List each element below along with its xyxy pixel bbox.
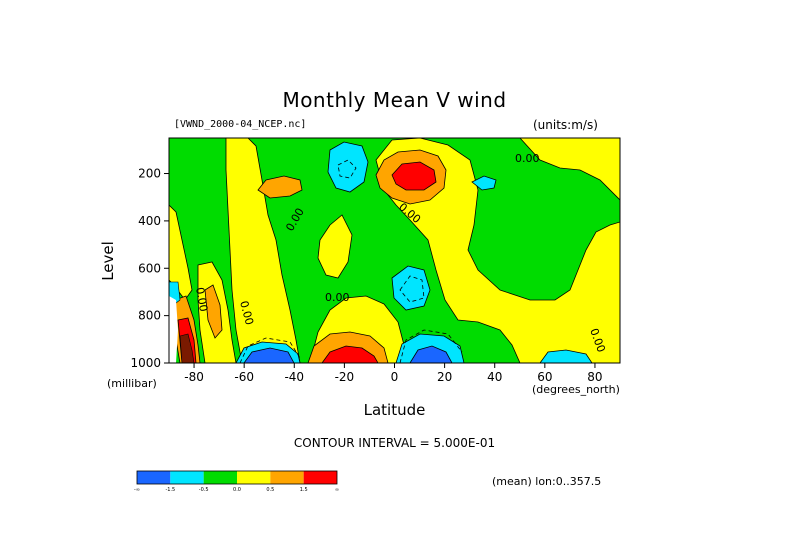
x-tick-label: 80 xyxy=(587,370,602,384)
x-tick-label: 60 xyxy=(537,370,552,384)
colorbar-swatch xyxy=(303,471,337,484)
colorbar-swatch xyxy=(170,471,204,484)
colorbar-tick-label: 0.0 xyxy=(233,487,241,493)
region-blue-low-north xyxy=(409,345,453,363)
colorbar-tick-label: 0.5 xyxy=(266,487,274,493)
colorbar-swatch xyxy=(137,471,171,484)
contour-label: 0.00 xyxy=(193,286,210,312)
region-white-missing xyxy=(169,296,178,363)
contour-label: 0.00 xyxy=(515,152,540,165)
colorbar-tick-label: -∞ xyxy=(134,487,140,493)
x-tick-label: -40 xyxy=(284,370,304,384)
x-tick-label: -60 xyxy=(234,370,254,384)
y-tick-label: 1000 xyxy=(130,356,161,370)
y-tick-label: 400 xyxy=(138,214,161,228)
contour-negative-upper-south xyxy=(337,159,357,179)
region-red-low-center xyxy=(321,345,379,363)
region-orange-upper-south xyxy=(257,175,303,199)
contour-label: 0.00 xyxy=(237,299,256,326)
x-tick-label: 20 xyxy=(437,370,452,384)
y-axis: 200 400 600 800 1000 xyxy=(130,167,169,370)
x-tick-label: -80 xyxy=(184,370,204,384)
colorbar-tick-label: -0.5 xyxy=(199,487,209,493)
region-yellow-northeast-top xyxy=(519,138,620,201)
region-darkred-southpole xyxy=(179,333,195,363)
region-yellow-south-column xyxy=(225,138,301,363)
y-tick-label: 200 xyxy=(138,167,161,181)
colorbar-tick-label: ∞ xyxy=(335,487,339,493)
x-tick-label: 0 xyxy=(391,370,399,384)
region-yellow-central-south xyxy=(317,214,353,279)
region-red-upper-north xyxy=(391,161,437,191)
x-axis: -80 -60 -40 -20 0 20 40 60 80 xyxy=(184,363,603,384)
contour-label: 0.00 xyxy=(325,291,350,304)
plot-area xyxy=(169,138,620,363)
colorbar-tick-label: -1.5 xyxy=(165,487,175,493)
x-axis-label: Latitude xyxy=(363,401,426,419)
colorbar-frame xyxy=(136,470,338,485)
colorbar-swatch xyxy=(203,471,237,484)
region-blue-low-south xyxy=(243,347,295,363)
x-tick-label: 40 xyxy=(487,370,502,384)
contour-interval-label: CONTOUR INTERVAL = 5.000E-01 xyxy=(293,436,496,450)
x-axis-unit: (degrees_north) xyxy=(532,383,620,396)
colorbar-tick-label: 1.5 xyxy=(300,487,308,493)
region-orange-lowlevel-south xyxy=(204,284,223,339)
colorbar: -∞ -1.5 -0.5 0.0 0.5 1.5 ∞ xyxy=(134,470,339,493)
colorbar-swatch xyxy=(237,471,271,484)
y-axis-unit: (millibar) xyxy=(107,377,157,390)
contour-negative-low-north xyxy=(399,329,463,363)
region-cyan-upper-north xyxy=(471,175,497,191)
contour-negative-midlevel-north xyxy=(399,275,425,303)
colorbar-swatch xyxy=(270,471,304,484)
chart-title: Monthly Mean V wind xyxy=(282,88,507,112)
y-tick-label: 800 xyxy=(138,309,161,323)
mean-label: (mean) lon:0..357.5 xyxy=(492,475,602,488)
dataset-label: [VWND_2000-04_NCEP.nc] xyxy=(174,119,307,130)
region-cyan-low-northeast xyxy=(539,349,593,363)
contour-negative-low-south xyxy=(239,337,301,363)
y-tick-label: 600 xyxy=(138,261,161,275)
region-cyan-upper-south xyxy=(327,141,369,193)
units-label: (units:m/s) xyxy=(533,118,598,132)
x-tick-label: -20 xyxy=(335,370,355,384)
